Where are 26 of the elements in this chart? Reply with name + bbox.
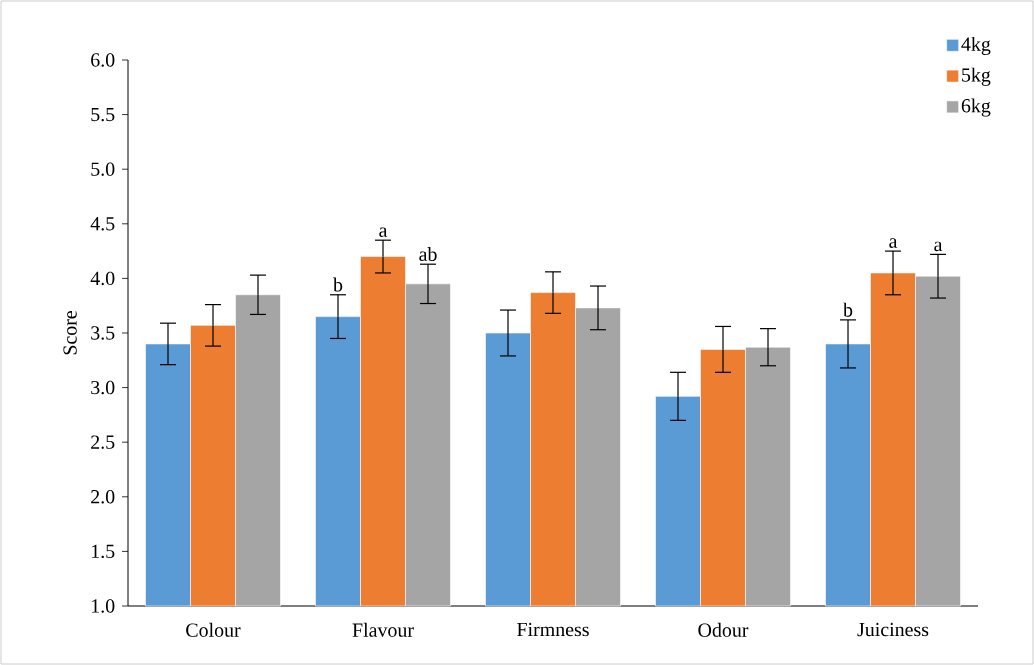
y-tick-label: 2.5	[91, 435, 115, 449]
y-tick-label: 6.0	[91, 53, 115, 67]
y-tick-label: 5.5	[91, 107, 115, 122]
y-axis-title: Score	[63, 311, 77, 355]
y-tick-label: 2.0	[91, 490, 115, 504]
y-tick-label: 1.0	[92, 599, 115, 613]
data-label: a	[379, 227, 388, 237]
data-label: b	[333, 277, 343, 292]
y-tick-label: 3.0	[91, 380, 115, 395]
data-label: a	[934, 241, 943, 252]
data-label: a	[889, 238, 898, 248]
y-tick-label: 1.5	[92, 544, 115, 559]
x-tick-label: Odour	[698, 622, 749, 637]
y-tick-label: 3.5	[91, 326, 115, 340]
data-label: ab	[419, 246, 437, 261]
y-tick-label: 5.0	[91, 162, 115, 176]
legend-label: 4kg	[961, 36, 991, 56]
x-tick-label: Colour	[186, 622, 241, 637]
data-label: b	[843, 302, 853, 317]
x-tick-label: Firmness	[517, 622, 589, 637]
legend-label: 6kg	[961, 98, 991, 117]
y-tick-label: 4.0	[90, 271, 115, 286]
legend-label: 5kg	[962, 67, 991, 86]
y-tick-label: 4.5	[90, 217, 115, 231]
x-tick-label: Juiciness	[857, 622, 929, 637]
x-tick-label: Flavour	[352, 622, 414, 637]
